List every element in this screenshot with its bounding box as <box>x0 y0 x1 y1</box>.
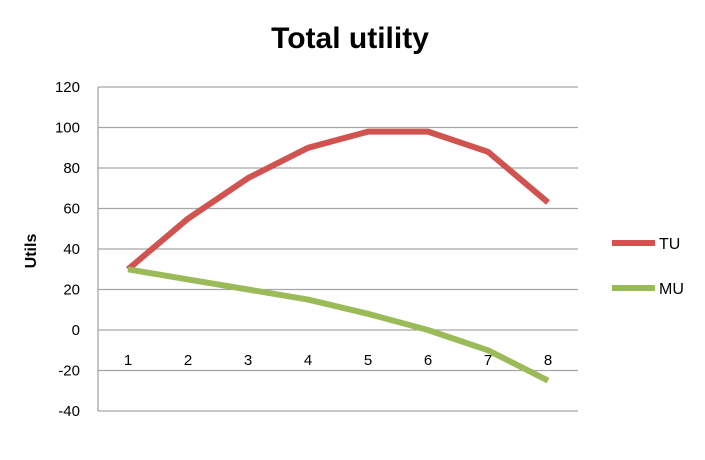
gridlines <box>97 86 578 412</box>
y-tick-labels: 120 100 80 60 40 20 0 -20 -40 <box>55 79 80 420</box>
x-tick-label: 3 <box>244 352 252 369</box>
x-tick-label: 8 <box>544 352 552 369</box>
x-tick-label: 7 <box>484 352 492 369</box>
x-tick-labels: 1 2 3 4 5 6 7 8 <box>124 352 552 369</box>
y-tick-label: -40 <box>58 403 80 420</box>
x-tick-label: 2 <box>184 352 192 369</box>
x-tick-label: 4 <box>304 352 312 369</box>
y-tick-label: 120 <box>55 79 80 96</box>
series-line-mu <box>127 266 550 384</box>
y-tick-label: 0 <box>72 322 80 339</box>
x-tick-label: 6 <box>424 352 432 369</box>
legend: TU MU <box>612 236 684 298</box>
x-tick-label: 1 <box>124 352 132 369</box>
y-tick-label: 80 <box>63 160 80 177</box>
legend-label-tu: TU <box>659 236 680 253</box>
chart-title: Total utility <box>271 22 429 55</box>
series-line-tu <box>126 128 550 272</box>
y-tick-label: 20 <box>63 282 80 299</box>
y-tick-label: 100 <box>55 120 80 137</box>
x-tick-label: 5 <box>364 352 372 369</box>
series-lines <box>126 128 550 384</box>
legend-label-mu: MU <box>659 281 684 298</box>
y-tick-label: 40 <box>63 241 80 258</box>
y-axis-label: Utils <box>23 234 40 269</box>
y-tick-label: -20 <box>58 363 80 380</box>
y-tick-label: 60 <box>63 201 80 218</box>
